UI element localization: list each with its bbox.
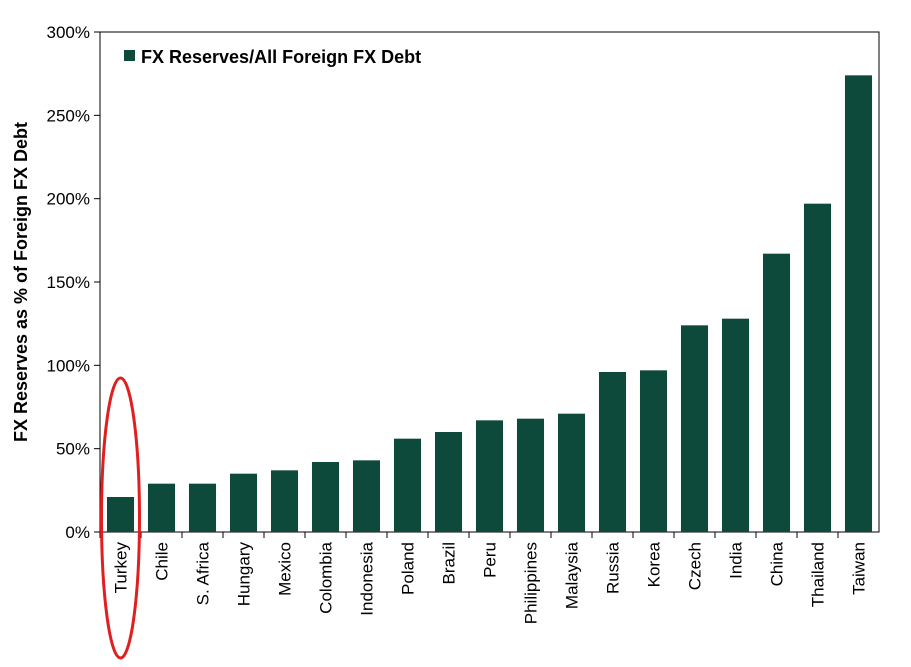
x-tick-label: Turkey <box>112 542 131 594</box>
x-tick-label: S. Africa <box>194 541 213 605</box>
x-tick-label: Philippines <box>522 542 541 624</box>
x-tick-label: Mexico <box>276 542 295 596</box>
bar-thailand <box>803 203 832 532</box>
bar-korea <box>639 370 668 532</box>
x-tick-label: Hungary <box>235 542 254 607</box>
bar-czech <box>680 325 709 532</box>
y-axis: 0% 50% 100% 150% 200% 250% 300% <box>47 23 100 542</box>
x-tick-label: Colombia <box>317 541 336 613</box>
bar-mexico <box>270 470 299 532</box>
x-tick-label: India <box>727 541 746 578</box>
y-axis-title: FX Reserves as % of Foreign FX Debt <box>11 122 31 442</box>
bar-india <box>721 318 750 532</box>
y-tick-label: 250% <box>47 106 90 125</box>
y-tick-label: 200% <box>47 190 90 209</box>
legend-swatch <box>124 50 135 61</box>
x-tick-label: Thailand <box>809 542 828 607</box>
x-tick-label: Indonesia <box>358 541 377 615</box>
bar-hungary <box>229 473 258 532</box>
y-tick-label: 0% <box>65 523 90 542</box>
bar-indonesia <box>352 460 381 532</box>
bar-taiwan <box>844 75 873 532</box>
bar-philippines <box>516 418 545 532</box>
y-tick-label: 300% <box>47 23 90 42</box>
x-tick-label: Korea <box>645 541 664 587</box>
x-tick-label: Russia <box>604 541 623 594</box>
bar-china <box>762 253 791 532</box>
bar-chile <box>147 483 176 532</box>
bar-russia <box>598 372 627 532</box>
bar-s-africa <box>188 483 217 532</box>
bar-malaysia <box>557 413 586 532</box>
bar-peru <box>475 420 504 532</box>
legend-label: FX Reserves/All Foreign FX Debt <box>141 47 421 67</box>
legend: FX Reserves/All Foreign FX Debt <box>124 47 421 67</box>
y-tick-label: 150% <box>47 273 90 292</box>
bar-colombia <box>311 462 340 532</box>
x-tick-label: Peru <box>481 542 500 578</box>
y-tick-label: 50% <box>56 440 90 459</box>
x-tick-label: Czech <box>686 542 705 590</box>
bar-poland <box>393 438 422 532</box>
highlight-ellipse <box>100 376 141 660</box>
x-axis: Turkey Chile S. Africa Hungary Mexico Colombi… <box>99 532 869 624</box>
bar-brazil <box>434 432 463 532</box>
bar-turkey <box>106 497 135 532</box>
x-tick-label: China <box>768 541 787 586</box>
bars-group <box>106 75 873 532</box>
x-tick-label: Poland <box>399 542 418 595</box>
x-tick-label: Chile <box>153 542 172 581</box>
x-tick-label: Taiwan <box>850 542 869 595</box>
y-tick-label: 100% <box>47 356 90 375</box>
x-tick-label: Brazil <box>440 542 459 585</box>
x-tick-label: Malaysia <box>563 541 582 609</box>
